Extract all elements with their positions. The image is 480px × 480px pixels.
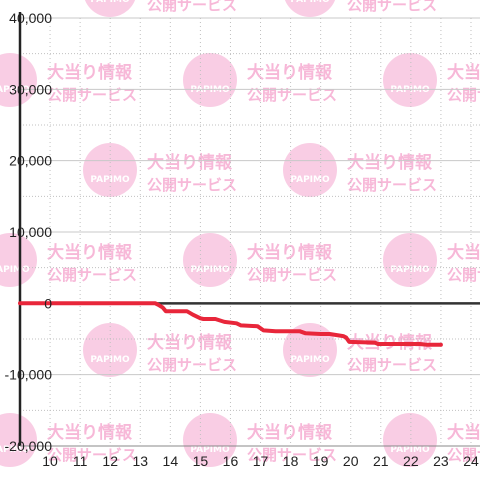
- watermark-line2: 公開サービス: [447, 86, 480, 104]
- watermark-line2: 公開サービス: [447, 446, 480, 464]
- watermark-logo-icon: [284, 0, 336, 17]
- watermark-brand: PAPIMO: [190, 265, 230, 275]
- y-tick-label: 30,000: [9, 81, 52, 97]
- watermark-line2: 公開サービス: [47, 266, 137, 284]
- watermark-line1: 大当り情報: [447, 62, 480, 83]
- x-tick-label: 16: [223, 453, 239, 469]
- x-tick-labels: 10 11 12 13 14 15 16 17 18 19 20 21 22 23 24: [42, 453, 479, 469]
- x-tick-label: 17: [253, 453, 269, 469]
- x-tick-label: 15: [193, 453, 209, 469]
- watermark-logo-icon: [183, 53, 237, 107]
- y-tick-labels: -20,000 -10,000 0 10,000 20,000 30,000 40,000: [5, 10, 53, 454]
- x-tick-label: 12: [102, 453, 118, 469]
- x-tick-label: 14: [163, 453, 179, 469]
- watermark-line2: 公開サービス: [347, 0, 437, 14]
- watermark-line1: 大当り情報: [47, 422, 133, 443]
- watermark-logo-icon: [0, 53, 37, 107]
- watermark-line1: 大当り情報: [347, 152, 433, 173]
- watermark-brand: PAPIMO: [390, 85, 430, 95]
- watermark-brand: PAPIMO: [0, 85, 30, 95]
- watermark-line1: 大当り情報: [247, 242, 333, 263]
- watermark-brand: PAPIMO: [0, 445, 30, 455]
- y-tick-label: 10,000: [9, 224, 52, 240]
- x-tick-label: 11: [73, 453, 88, 469]
- watermark-brand: PAPIMO: [190, 85, 230, 95]
- watermark-line2: 公開サービス: [247, 446, 337, 464]
- x-tick-label: 24: [463, 453, 479, 469]
- watermark-logo-icon: [383, 53, 437, 107]
- watermark-brand: PAPIMO: [290, 355, 330, 365]
- watermark-line1: 大当り情報: [447, 242, 480, 263]
- watermark-logo-icon: [0, 233, 37, 287]
- y-tick-label: -10,000: [5, 367, 53, 383]
- series-line-0: [18, 301, 443, 347]
- x-tick-label: 18: [283, 453, 299, 469]
- watermark-logo-icon: [183, 413, 237, 467]
- series-layer: [18, 301, 443, 347]
- watermark-line2: 公開サービス: [147, 0, 237, 14]
- watermark-brand: PAPIMO: [390, 445, 430, 455]
- watermark-line1: 大当り情報: [147, 332, 233, 353]
- watermark-logo-icon: [383, 413, 437, 467]
- watermark-line2: 公開サービス: [147, 176, 237, 194]
- y-tick-label: 20,000: [9, 153, 52, 169]
- watermark-brand: PAPIMO: [90, 355, 130, 365]
- watermark-logo-icon: [84, 0, 136, 17]
- watermark-logo-icon: [283, 323, 337, 377]
- watermark-brand: PAPIMO: [190, 445, 230, 455]
- watermark-logo-icon: [0, 413, 37, 467]
- x-tick-label: 21: [373, 453, 389, 469]
- x-tick-label: 19: [313, 453, 329, 469]
- watermark-brand: PAPIMO: [290, 175, 330, 185]
- watermark-line2: 公開サービス: [447, 266, 480, 284]
- y-tick-label: 0: [44, 295, 52, 311]
- watermark-brand: PAPIMO: [90, 0, 130, 5]
- watermark-line1: 大当り情報: [47, 62, 133, 83]
- y-tick-label: 40,000: [9, 10, 52, 26]
- watermark-line2: 公開サービス: [347, 176, 437, 194]
- watermark-line2: 公開サービス: [47, 446, 137, 464]
- x-tick-label: 22: [403, 453, 419, 469]
- watermark-line2: 公開サービス: [247, 266, 337, 284]
- x-tick-label: 13: [132, 453, 148, 469]
- watermark-line1: 大当り情報: [247, 62, 333, 83]
- watermark-brand: PAPIMO: [0, 265, 30, 275]
- x-tick-label: 23: [433, 453, 449, 469]
- watermark-line1: 大当り情報: [247, 422, 333, 443]
- watermark-logo-icon: [383, 233, 437, 287]
- x-tick-label: 10: [42, 453, 58, 469]
- watermark-brand: PAPIMO: [290, 0, 330, 5]
- watermark-brand: PAPIMO: [390, 265, 430, 275]
- watermark-layer: PAPIMO大当り情報公開サービスPAPIMO大当り情報公開サービスPAPIMO…: [0, 0, 480, 467]
- watermark-line1: 大当り情報: [147, 152, 233, 173]
- watermark-line2: 公開サービス: [47, 86, 137, 104]
- watermark-line2: 公開サービス: [347, 356, 437, 374]
- watermark-line2: 公開サービス: [147, 356, 237, 374]
- x-tick-label: 20: [343, 453, 359, 469]
- watermark-brand: PAPIMO: [90, 175, 130, 185]
- watermark-line1: 大当り情報: [47, 242, 133, 263]
- y-tick-label: -20,000: [5, 438, 53, 454]
- watermark-line2: 公開サービス: [247, 86, 337, 104]
- watermark-line1: 大当り情報: [447, 422, 480, 443]
- watermark-logo-icon: [183, 233, 237, 287]
- watermark-logo-icon: [283, 143, 337, 197]
